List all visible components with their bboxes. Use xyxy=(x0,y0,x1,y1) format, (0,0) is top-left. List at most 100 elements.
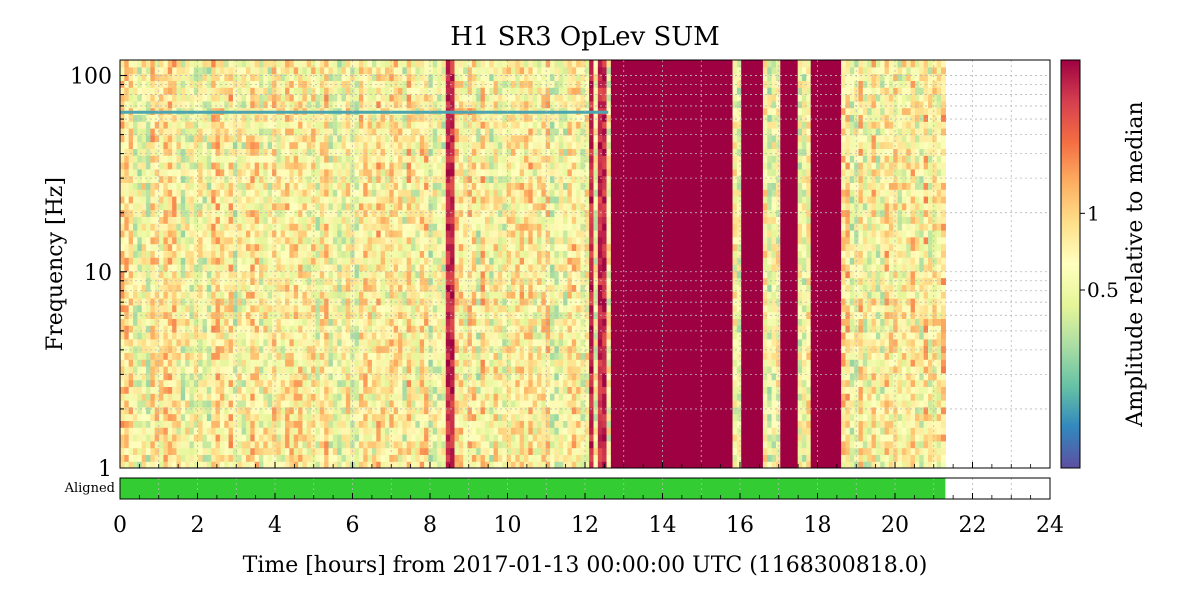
heatmap-cell xyxy=(384,379,390,387)
heatmap-cell xyxy=(189,230,195,238)
heatmap-cell xyxy=(463,223,469,231)
heatmap-cell xyxy=(280,366,286,374)
heatmap-cell xyxy=(306,189,312,197)
heatmap-cell xyxy=(419,284,425,292)
heatmap-cell xyxy=(133,236,138,245)
heatmap-cell xyxy=(345,318,351,326)
heatmap-cell xyxy=(176,400,182,408)
heatmap-cell xyxy=(250,196,256,204)
heatmap-cell xyxy=(237,311,243,319)
heatmap-cell xyxy=(358,461,364,468)
heatmap-cell xyxy=(402,128,408,136)
heatmap-cell xyxy=(445,236,451,245)
heatmap-cell xyxy=(154,325,160,333)
heatmap-cell xyxy=(406,236,412,245)
heatmap-cell xyxy=(345,148,351,156)
heatmap-cell xyxy=(163,209,169,217)
heatmap-cell xyxy=(467,216,473,224)
heatmap-cell xyxy=(319,230,325,238)
heatmap-cell xyxy=(154,270,160,279)
heatmap-cell xyxy=(263,277,269,285)
heatmap-cell xyxy=(128,60,134,68)
heatmap-cell xyxy=(215,332,221,340)
heatmap-cell xyxy=(180,134,186,143)
heatmap-cell xyxy=(293,291,299,299)
heatmap-cell xyxy=(241,182,247,190)
heatmap-cell xyxy=(163,230,169,238)
heatmap-cell xyxy=(324,189,330,197)
heatmap-cell xyxy=(150,393,156,401)
heatmap-cell xyxy=(354,454,360,462)
heatmap-cell xyxy=(250,66,256,75)
heatmap-cell xyxy=(133,304,138,313)
heatmap-cell xyxy=(450,148,456,156)
heatmap-cell xyxy=(237,345,243,353)
heatmap-cell xyxy=(415,413,421,421)
heatmap-cell xyxy=(337,352,343,360)
heatmap-cell xyxy=(150,73,156,81)
heatmap-cell xyxy=(454,304,460,313)
heatmap-cell xyxy=(254,243,260,251)
heatmap-cell xyxy=(232,264,238,272)
heatmap-cell xyxy=(328,223,334,231)
heatmap-cell xyxy=(198,277,204,285)
heatmap-cell xyxy=(224,393,230,401)
heatmap-cell xyxy=(267,155,273,163)
heatmap-cell xyxy=(202,128,208,136)
heatmap-cell xyxy=(315,311,321,319)
heatmap-cell xyxy=(133,250,138,258)
heatmap-cell xyxy=(193,277,199,285)
heatmap-cell xyxy=(302,155,308,163)
heatmap-cell xyxy=(315,366,321,374)
heatmap-cell xyxy=(415,196,421,204)
heatmap-cell xyxy=(172,189,178,197)
heatmap-cell xyxy=(411,434,416,442)
heatmap-cell xyxy=(302,114,308,122)
heatmap-cell xyxy=(428,223,434,231)
heatmap-cell xyxy=(450,277,456,285)
heatmap-cell xyxy=(245,80,251,88)
heatmap-cell xyxy=(476,196,482,204)
heatmap-cell xyxy=(198,284,204,292)
heatmap-cell xyxy=(354,66,360,75)
heatmap-cell xyxy=(263,243,269,251)
heatmap-cell xyxy=(293,406,299,415)
heatmap-cell xyxy=(350,189,356,197)
heatmap-cell xyxy=(276,189,282,197)
heatmap-cell xyxy=(398,66,403,75)
heatmap-cell xyxy=(319,338,325,347)
heatmap-cell xyxy=(237,434,243,442)
heatmap-cell xyxy=(133,366,138,374)
heatmap-cell xyxy=(215,162,221,170)
heatmap-cell xyxy=(406,332,412,340)
heatmap-cell xyxy=(350,209,356,217)
heatmap-cell xyxy=(163,325,169,333)
heatmap-cell xyxy=(441,196,447,204)
heatmap-cell xyxy=(467,325,473,333)
heatmap-cell xyxy=(337,461,343,468)
heatmap-cell xyxy=(476,168,482,177)
heatmap-cell xyxy=(141,148,147,156)
heatmap-cell xyxy=(172,114,178,122)
heatmap-cell xyxy=(259,168,264,177)
heatmap-cell xyxy=(241,434,247,442)
heatmap-cell xyxy=(232,175,238,183)
heatmap-cell xyxy=(245,304,251,313)
heatmap-cell xyxy=(202,189,208,197)
heatmap-cell xyxy=(206,406,212,415)
heatmap-cell xyxy=(124,155,130,163)
heatmap-cell xyxy=(389,304,395,313)
heatmap-cell xyxy=(150,304,156,313)
heatmap-cell xyxy=(245,291,251,299)
heatmap-cell xyxy=(393,298,399,306)
heatmap-cell xyxy=(406,223,412,231)
heatmap-cell xyxy=(476,440,482,449)
heatmap-cell xyxy=(445,141,451,149)
heatmap-cell xyxy=(454,100,460,109)
heatmap-cell xyxy=(341,128,347,136)
heatmap-cell xyxy=(259,352,264,360)
heatmap-cell xyxy=(384,284,390,292)
heatmap-cell xyxy=(180,230,186,238)
heatmap-cell xyxy=(263,393,269,401)
heatmap-cell xyxy=(141,87,147,95)
